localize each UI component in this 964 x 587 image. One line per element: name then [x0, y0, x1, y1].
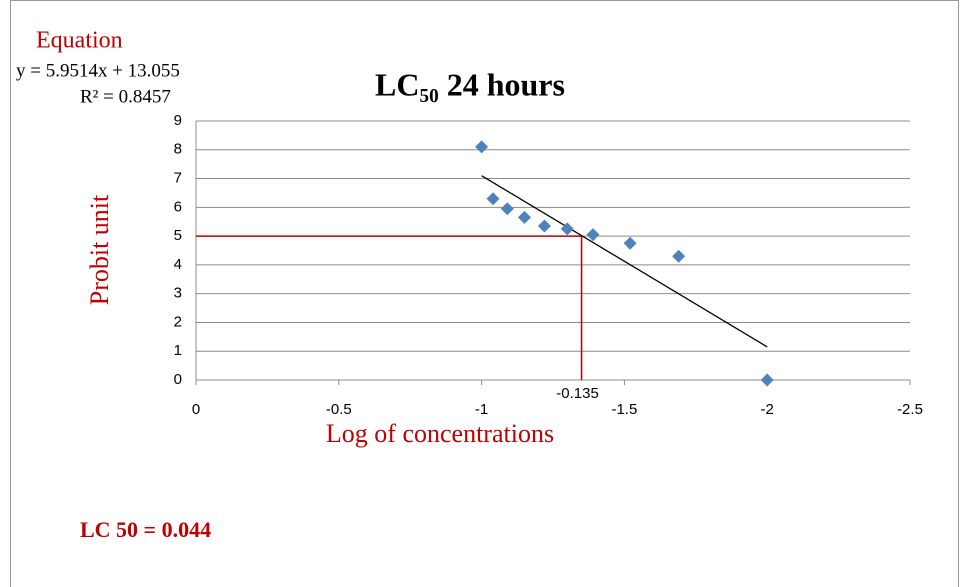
data-point [486, 192, 500, 206]
x-tick-label: -0.5 [326, 401, 352, 418]
data-point [537, 219, 551, 233]
data-point [760, 373, 774, 387]
trendline [481, 175, 768, 348]
x-tick-label: -1.5 [611, 401, 637, 418]
equation-heading: Equation [36, 28, 123, 54]
reference-line [196, 235, 583, 380]
y-tick-label: 1 [174, 342, 182, 359]
x-tick-label: 0 [192, 401, 200, 418]
data-point [623, 236, 637, 250]
x-axis-label: Log of concentrations [326, 419, 554, 448]
x-tick-label: -2.5 [897, 401, 923, 418]
data-point [475, 140, 489, 154]
data-point [517, 210, 531, 224]
y-tick-label: 7 [174, 170, 182, 187]
data-point [672, 249, 686, 263]
data-point [500, 202, 514, 216]
data-point [586, 228, 600, 242]
chart-title: LC₅₀ 24 hours [375, 66, 565, 102]
y-tick-label: 4 [174, 256, 182, 273]
y-axis-label: Probit unit [85, 194, 114, 305]
lc50-result: LC 50 = 0.044 [80, 517, 211, 542]
x-tick-label: -1 [475, 401, 488, 418]
equation: y = 5.9514x + 13.055 [16, 60, 180, 81]
data-point [560, 222, 574, 236]
y-tick-label: 9 [174, 112, 182, 129]
r-squared: R² = 0.8457 [80, 86, 171, 107]
y-tick-label: 3 [174, 285, 182, 302]
y-tick-label: 5 [174, 227, 182, 244]
y-tick-label: 2 [174, 313, 182, 330]
frame [10, 0, 959, 587]
y-tick-label: 8 [174, 141, 182, 158]
reference-label: -0.135 [556, 385, 599, 402]
x-tick-label: -2 [761, 401, 774, 418]
y-tick-label: 6 [174, 198, 182, 215]
y-tick-label: 0 [174, 371, 182, 388]
